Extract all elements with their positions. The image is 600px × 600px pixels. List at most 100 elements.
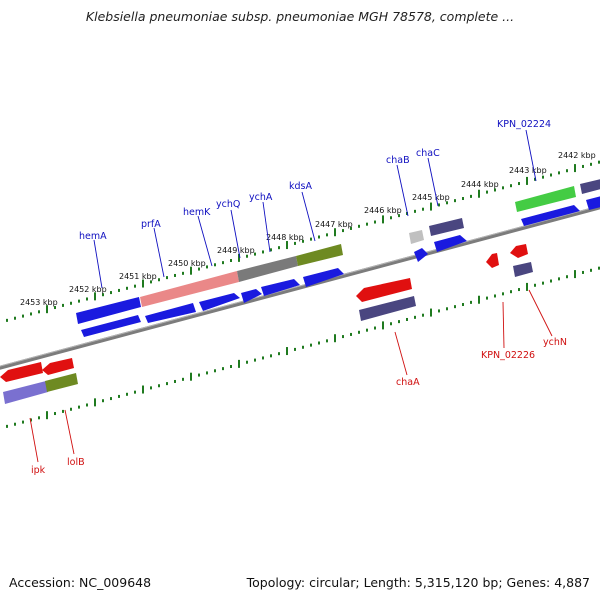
- gene-ipk-lower[interactable]: [3, 381, 48, 404]
- gene-chaB[interactable]: [414, 248, 428, 262]
- major-tick: [382, 215, 384, 224]
- minor-tick: [22, 314, 24, 318]
- tick-label: 2443 kbp: [509, 166, 547, 175]
- minor-tick: [558, 277, 560, 281]
- minor-tick: [350, 332, 352, 336]
- gene-label-chaB[interactable]: chaB: [386, 155, 410, 166]
- minor-tick: [118, 288, 120, 292]
- gene-KPN_02226[interactable]: [486, 253, 499, 268]
- major-tick: [526, 176, 528, 185]
- minor-tick: [366, 222, 368, 226]
- minor-tick: [214, 369, 216, 373]
- gene-ychN-red[interactable]: [510, 244, 528, 258]
- minor-tick: [230, 259, 232, 263]
- major-tick: [574, 270, 576, 279]
- minor-tick: [254, 252, 256, 256]
- gene-label-ipk[interactable]: ipk: [31, 465, 46, 476]
- minor-tick: [534, 283, 536, 287]
- minor-tick: [566, 275, 568, 279]
- gene-label-chaC[interactable]: chaC: [416, 148, 440, 159]
- minor-tick: [486, 296, 488, 300]
- gene-prfA-upper[interactable]: [140, 271, 239, 307]
- gene-label-chaA[interactable]: chaA: [396, 377, 420, 388]
- minor-tick: [78, 405, 80, 409]
- minor-tick: [62, 409, 64, 413]
- minor-tick: [110, 291, 112, 295]
- gene-hemK-upper[interactable]: [237, 256, 298, 282]
- gene-label-ychQ[interactable]: ychQ: [216, 199, 240, 210]
- gene-chaA-lower[interactable]: [359, 296, 416, 321]
- minor-tick: [518, 182, 520, 186]
- gene-next-navy[interactable]: [580, 178, 600, 194]
- minor-tick: [310, 343, 312, 347]
- tick-dot-rows: [6, 160, 600, 428]
- gene-label-ychA[interactable]: ychA: [249, 192, 273, 203]
- gene-KPN_02224[interactable]: [521, 205, 580, 226]
- gene-labels: hemA prfA hemK ychQ ychA kdsA chaB chaC …: [31, 119, 567, 476]
- gene-chaA[interactable]: [356, 278, 412, 302]
- tick-labels: 2442 kbp 2443 kbp 2444 kbp 2445 kbp 2446…: [20, 151, 596, 307]
- major-tick: [526, 282, 528, 291]
- gene-chaC-upper[interactable]: [429, 218, 464, 236]
- tick-label: 2442 kbp: [558, 151, 596, 160]
- minor-tick: [126, 286, 128, 290]
- gene-label-hemK[interactable]: hemK: [183, 207, 211, 218]
- minor-tick: [318, 235, 320, 239]
- gene-label-KPN_02226[interactable]: KPN_02226: [481, 350, 535, 361]
- minor-tick: [590, 268, 592, 272]
- gene-label-prfA[interactable]: prfA: [141, 219, 161, 230]
- minor-tick: [22, 420, 24, 424]
- minor-tick: [118, 394, 120, 398]
- tick-label: 2446 kbp: [364, 206, 402, 215]
- minor-tick: [550, 279, 552, 283]
- tick-label: 2444 kbp: [461, 180, 499, 189]
- gene-hemA-upper[interactable]: [76, 297, 141, 324]
- minor-tick: [222, 261, 224, 265]
- genome-summary: Topology: circular; Length: 5,315,120 bp…: [246, 575, 590, 590]
- gene-label-KPN_02224[interactable]: KPN_02224: [497, 119, 551, 130]
- gene-KPN_02224-upper[interactable]: [515, 186, 576, 212]
- gene-kdsA[interactable]: [303, 268, 344, 287]
- minor-tick: [262, 250, 264, 254]
- major-tick: [142, 385, 144, 394]
- minor-tick: [198, 267, 200, 271]
- major-tick: [286, 347, 288, 356]
- gene-kdsA-upper[interactable]: [296, 244, 343, 266]
- gene-ychN[interactable]: [513, 262, 533, 277]
- gene-chaC[interactable]: [434, 235, 467, 252]
- minor-tick: [542, 281, 544, 285]
- gene-lolB-red[interactable]: [42, 358, 74, 375]
- gene-hemK[interactable]: [199, 293, 240, 311]
- tick-label: 2450 kbp: [168, 259, 206, 268]
- gene-ychQ[interactable]: [241, 289, 262, 303]
- gene-label-hemA[interactable]: hemA: [79, 231, 107, 242]
- minor-tick: [310, 237, 312, 241]
- minor-tick: [230, 365, 232, 369]
- major-tick: [190, 266, 192, 275]
- minor-tick: [70, 301, 72, 305]
- gene-hemA[interactable]: [81, 315, 141, 337]
- minor-tick: [390, 322, 392, 326]
- gene-prfA[interactable]: [145, 303, 196, 323]
- gene-label-ychN[interactable]: ychN: [543, 337, 567, 348]
- minor-tick: [366, 328, 368, 332]
- minor-tick: [150, 386, 152, 390]
- minor-tick: [326, 233, 328, 237]
- gene-next-blue[interactable]: [586, 195, 600, 210]
- minor-tick: [30, 312, 32, 316]
- gene-ychA[interactable]: [261, 279, 300, 296]
- gene-chaB-upper[interactable]: [409, 230, 424, 244]
- minor-tick: [246, 360, 248, 364]
- major-tick: [46, 411, 48, 420]
- minor-tick: [262, 356, 264, 360]
- gene-ipk[interactable]: [0, 362, 43, 382]
- gene-lolB[interactable]: [45, 373, 78, 392]
- gene-label-lolB[interactable]: lolB: [67, 457, 85, 468]
- gene-label-kdsA[interactable]: kdsA: [289, 181, 312, 192]
- minor-tick: [70, 407, 72, 411]
- minor-tick: [414, 315, 416, 319]
- minor-tick: [38, 416, 40, 420]
- minor-tick: [158, 278, 160, 282]
